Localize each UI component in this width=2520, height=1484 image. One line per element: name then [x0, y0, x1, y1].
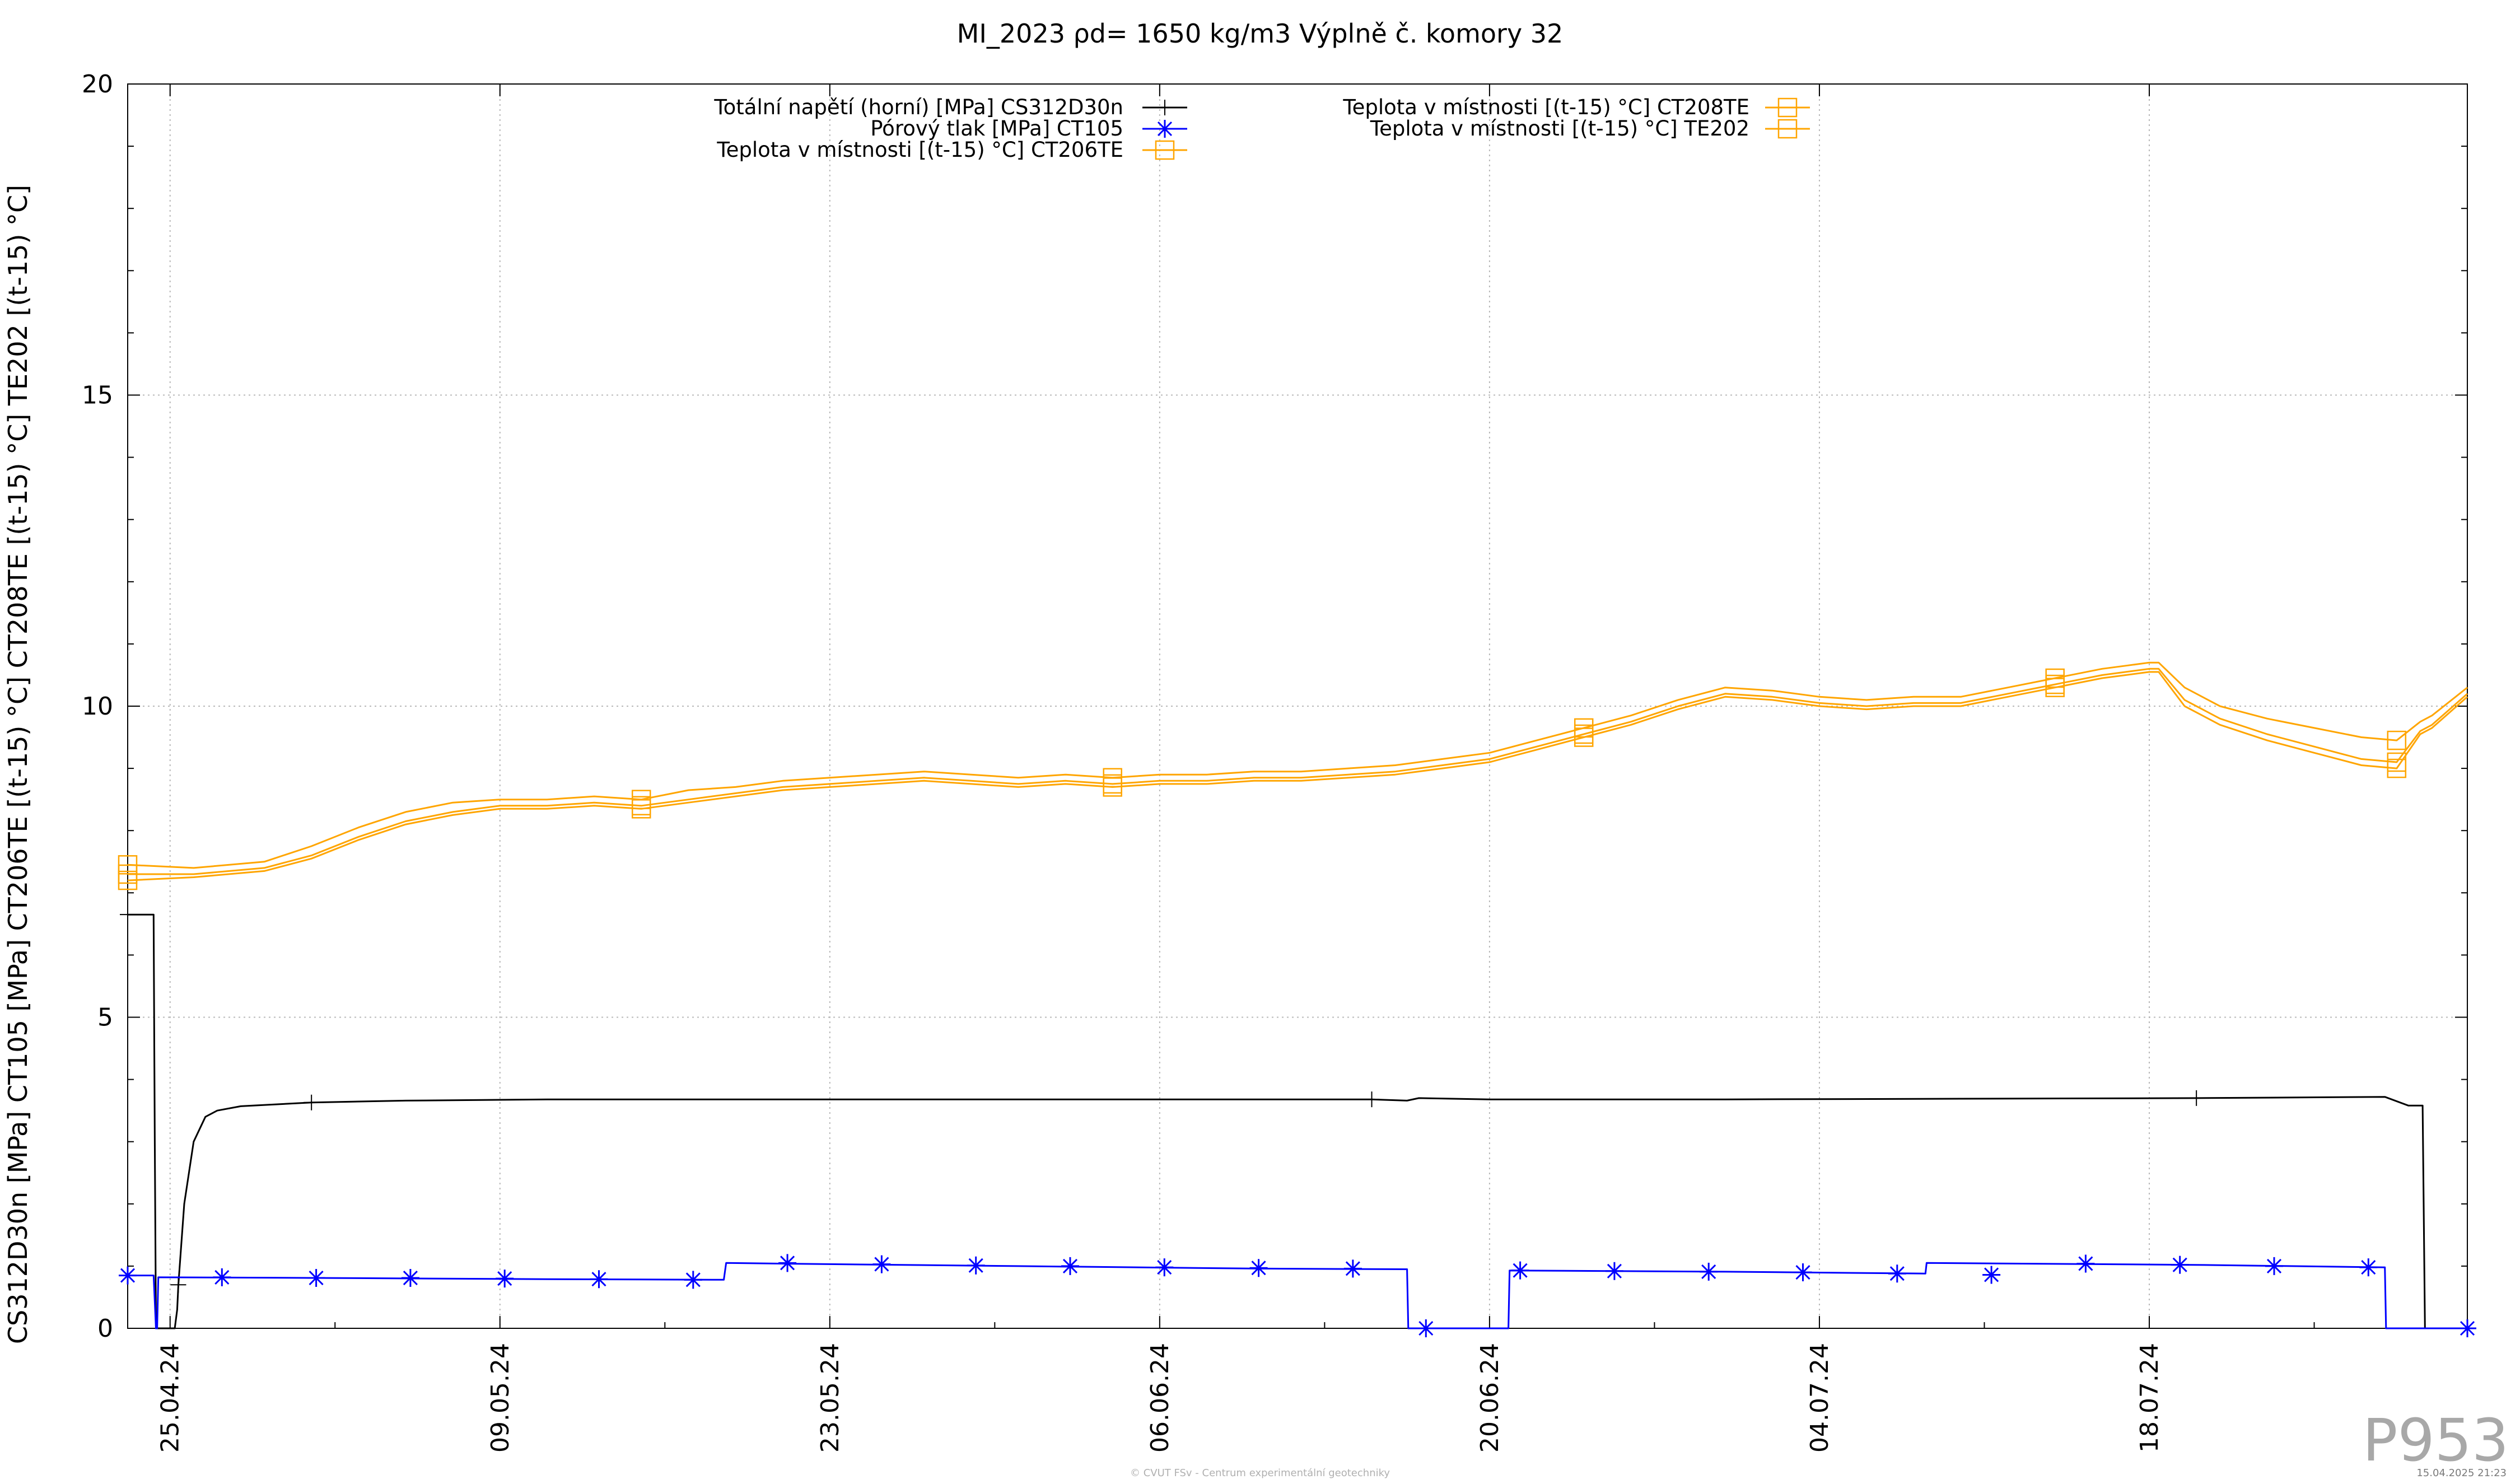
asterisk-marker: [2076, 1254, 2095, 1273]
x-tick-labels: 25.04.24 09.05.24 23.05.24 06.06.24 20.06.24…: [156, 1343, 2164, 1453]
x-tick-label: 20.06.24: [1476, 1343, 1504, 1453]
x-tick-label: 18.07.24: [2135, 1343, 2164, 1453]
chart-title: MI_2023 ρd= 1650 kg/m3 Výplně č. komory …: [957, 18, 1564, 49]
legend-item-1: Pórový tlak [MPa] CT105: [870, 116, 1187, 141]
asterisk-marker: [1982, 1266, 2001, 1284]
asterisk-marker: [1155, 1258, 1174, 1277]
asterisk-marker: [496, 1270, 514, 1288]
asterisk-marker: [967, 1256, 985, 1275]
series-1: [119, 1254, 2476, 1337]
legend-item-0: Totální napětí (horní) [MPa] CS312D30n: [713, 95, 1187, 119]
plus-marker: [304, 1094, 320, 1110]
legend-label: Teplota v místnosti [(t-15) °C] CT208TE: [1342, 95, 1749, 119]
plus-marker: [2188, 1090, 2205, 1106]
legend-label: Pórový tlak [MPa] CT105: [870, 116, 1123, 141]
asterisk-marker: [1511, 1261, 1529, 1280]
x-tick-label: 23.05.24: [816, 1343, 844, 1453]
grid: [128, 84, 2467, 1328]
legend-label: Teplota v místnosti [(t-15) °C] CT206TE: [716, 138, 1123, 162]
asterisk-marker: [401, 1269, 419, 1287]
legend-item-2: Teplota v místnosti [(t-15) °C] CT206TE: [716, 138, 1187, 162]
square-marker: [118, 855, 138, 875]
square-marker: [2045, 678, 2065, 697]
series-line: [128, 668, 2468, 875]
y-tick-label: 0: [97, 1314, 113, 1343]
x-tick-label: 25.04.24: [156, 1343, 185, 1453]
x-tick-label: 06.06.24: [1146, 1343, 1174, 1453]
y-tick-label: 5: [97, 1004, 113, 1032]
legend: Totální napětí (horní) [MPa] CS312D30nPó…: [713, 95, 1810, 162]
asterisk-marker: [1605, 1262, 1623, 1280]
footer-credit: © CVUT FSv - Centrum experimentální geot…: [1130, 1467, 1390, 1479]
asterisk-marker: [119, 1266, 137, 1285]
series-4: [118, 671, 2468, 890]
asterisk-marker: [778, 1254, 797, 1272]
plot-frame: [127, 83, 2468, 1329]
asterisk-marker: [1700, 1262, 1718, 1281]
asterisk-marker: [590, 1270, 608, 1289]
asterisk-marker: [2359, 1258, 2378, 1277]
series-line: [128, 1262, 2467, 1329]
asterisk-marker: [1794, 1263, 1812, 1282]
x-tick-label: 09.05.24: [486, 1343, 515, 1453]
legend-label: Teplota v místnosti [(t-15) °C] TE202: [1370, 116, 1749, 141]
square-marker: [118, 870, 138, 890]
asterisk-marker: [1888, 1264, 1906, 1283]
square-marker: [1574, 727, 1594, 747]
square-marker: [2387, 758, 2407, 778]
series-layer: [118, 661, 2476, 1337]
legend-item-3: Teplota v místnosti [(t-15) °C] CT208TE: [1342, 95, 1810, 119]
plus-marker: [120, 907, 136, 923]
asterisk-marker: [2171, 1256, 2189, 1274]
square-marker: [631, 799, 651, 819]
x-tick-label: 04.07.24: [1805, 1343, 1834, 1453]
asterisk-marker: [684, 1271, 702, 1289]
square-marker: [1777, 97, 1798, 118]
asterisk-marker: [1156, 120, 1174, 138]
square-marker: [2387, 730, 2407, 750]
series-line: [128, 913, 2467, 1329]
asterisk-marker: [213, 1268, 231, 1286]
plus-marker: [1364, 1091, 1380, 1108]
asterisk-marker: [872, 1255, 891, 1273]
asterisk-marker: [1417, 1319, 1435, 1337]
plus-marker: [170, 1277, 186, 1293]
plus-marker: [1157, 100, 1173, 115]
y-tick-labels: 0 5 10 15 20: [82, 70, 113, 1343]
asterisk-marker: [307, 1269, 325, 1287]
asterisk-marker: [1061, 1257, 1079, 1275]
legend-item-4: Teplota v místnosti [(t-15) °C] TE202: [1370, 116, 1810, 141]
square-marker: [1155, 140, 1175, 160]
asterisk-marker: [2265, 1257, 2283, 1275]
asterisk-marker: [1249, 1259, 1268, 1277]
series-line: [127, 671, 2468, 881]
series-line: [127, 661, 2468, 869]
y-tick-label: 15: [82, 381, 113, 410]
legend-label: Totální napětí (horní) [MPa] CS312D30n: [713, 95, 1123, 119]
y-tick-label: 20: [82, 70, 113, 99]
y-tick-label: 10: [82, 692, 113, 721]
series-0: [120, 907, 2467, 1329]
watermark: P953: [2363, 1406, 2509, 1474]
square-marker: [1103, 777, 1122, 797]
asterisk-marker: [2458, 1319, 2476, 1337]
asterisk-marker: [1343, 1259, 1362, 1278]
y-axis-label: CS312D30n [MPa] CT105 [MPa] CT206TE [(t-…: [3, 185, 33, 1344]
square-marker: [1777, 119, 1798, 139]
timestamp: 15.04.2025 21:23: [2416, 1467, 2507, 1479]
